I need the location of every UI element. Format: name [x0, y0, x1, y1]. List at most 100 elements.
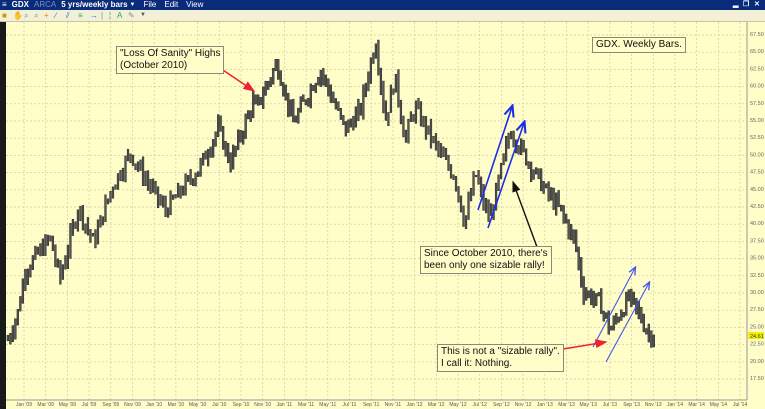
ohlc-bar: [259, 97, 262, 106]
ohlc-bar: [520, 138, 523, 156]
x-tick-label: Sep '11: [363, 402, 380, 408]
bar-range: [550, 187, 553, 201]
minor-blue-arrow-upper: [592, 268, 635, 348]
settings-icon[interactable]: ✎: [128, 11, 135, 20]
ohlc-bar: [585, 287, 588, 301]
left-scroll-strip[interactable]: [0, 22, 6, 409]
menu-edit[interactable]: Edit: [164, 0, 179, 9]
bar-range: [540, 168, 543, 192]
bar-range: [642, 313, 645, 333]
ohlc-bar: [24, 268, 27, 291]
ohlc-bar: [489, 203, 493, 216]
menu-file[interactable]: File: [143, 0, 157, 9]
bar-range: [647, 323, 650, 343]
bar-range: [442, 146, 445, 157]
bar-range: [392, 88, 395, 95]
bar-range: [372, 52, 375, 64]
x-tick-label: Jul '11: [343, 402, 357, 408]
bar-range: [176, 182, 180, 198]
x-tick-label: Mar '09: [37, 402, 54, 408]
ohlc-bar: [630, 288, 633, 308]
toolbar: ■ ✋ ⌕ ⌕ + ∕ ⫽ ≡ → | ¦ A ✎ ▼: [0, 10, 765, 22]
close-button[interactable]: ✕: [754, 1, 760, 8]
x-tick-label: Jul '14: [733, 402, 748, 408]
ohlc-bar: [101, 216, 105, 226]
symbol-label[interactable]: GDX: [11, 0, 30, 9]
vertical-line-icon[interactable]: |: [101, 11, 104, 20]
ohlc-bar: [404, 129, 408, 143]
ohlc-bar: [462, 205, 465, 227]
bar-range: [364, 82, 367, 98]
app-menu-icon[interactable]: ≡: [2, 0, 7, 9]
crosshair-icon[interactable]: +: [44, 11, 49, 20]
ohlc-bar: [262, 86, 265, 109]
ohlc-bar: [402, 115, 405, 138]
bar-range: [39, 243, 42, 257]
text-icon[interactable]: A: [117, 11, 123, 20]
ohlc-bar: [11, 325, 14, 343]
channel-icon[interactable]: ⫽: [66, 11, 70, 20]
menu-view[interactable]: View: [186, 0, 204, 9]
ohlc-bar: [590, 288, 593, 306]
ohlc-bar: [111, 186, 115, 199]
ohlc-bar: [151, 178, 155, 193]
rally-black-arrow: [512, 180, 538, 248]
bar-range: [264, 80, 267, 96]
bar-range: [14, 318, 17, 340]
bar-range: [114, 184, 117, 190]
ohlc-bar: [242, 130, 245, 145]
bar-range: [520, 138, 523, 156]
trendline-icon[interactable]: ∕: [55, 11, 57, 20]
bar-range: [454, 176, 458, 192]
ohlc-bar: [252, 90, 255, 119]
bar-range: [352, 115, 355, 131]
bar-range: [414, 100, 418, 124]
ohlc-bar: [217, 114, 220, 138]
bar-range: [204, 150, 207, 160]
ohlc-bar: [620, 309, 623, 321]
ohlc-bar: [257, 94, 260, 106]
cycle-icon[interactable]: ¦: [109, 11, 112, 20]
arrow-icon[interactable]: →: [90, 11, 98, 20]
hand-icon[interactable]: ✋: [13, 11, 23, 20]
bar-range: [557, 190, 560, 207]
ohlc-bar: [382, 80, 385, 114]
bar-range: [24, 268, 27, 291]
bar-range: [632, 291, 635, 305]
zoom-in-icon[interactable]: ⌕: [24, 11, 29, 20]
ohlc-bar: [159, 194, 162, 206]
ohlc-bar: [319, 69, 322, 87]
ohlc-bar: [104, 194, 107, 223]
rally-blue-arrow-upper: [477, 107, 512, 211]
zoom-out-icon[interactable]: ⌕: [34, 11, 39, 20]
ohlc-bar: [84, 223, 87, 234]
ohlc-bar: [434, 133, 438, 151]
ohlc-bar: [537, 168, 540, 180]
fibonacci-icon[interactable]: ≡: [78, 11, 83, 20]
bar-range: [342, 115, 345, 125]
ohlc-bar: [399, 99, 403, 125]
y-tick-label: 55.00: [750, 118, 764, 124]
ohlc-bar: [472, 171, 475, 196]
minimize-button[interactable]: ▂: [733, 1, 739, 8]
bar-range: [622, 312, 625, 318]
bar-range: [274, 59, 277, 72]
ohlc-bar: [332, 91, 335, 104]
ohlc-bar: [304, 99, 307, 106]
pointer-icon[interactable]: ■: [2, 11, 7, 20]
timeframe-chevron-icon[interactable]: ▼: [129, 2, 136, 8]
ohlc-bar: [394, 73, 398, 93]
y-tick-label: 37.50: [750, 238, 764, 244]
bar-range: [54, 244, 57, 268]
restore-button[interactable]: ❐: [743, 1, 750, 8]
bar-range: [104, 194, 107, 223]
ohlc-bar: [184, 173, 187, 196]
ohlc-bar: [454, 176, 458, 192]
ohlc-bar: [237, 129, 240, 151]
timeframe-dropdown[interactable]: 5 yrs/weekly bars: [61, 0, 128, 9]
bar-range: [124, 155, 127, 183]
menu-chevron-icon[interactable]: ▼: [140, 12, 146, 18]
ohlc-bar: [550, 187, 553, 201]
bar-range: [11, 325, 14, 343]
